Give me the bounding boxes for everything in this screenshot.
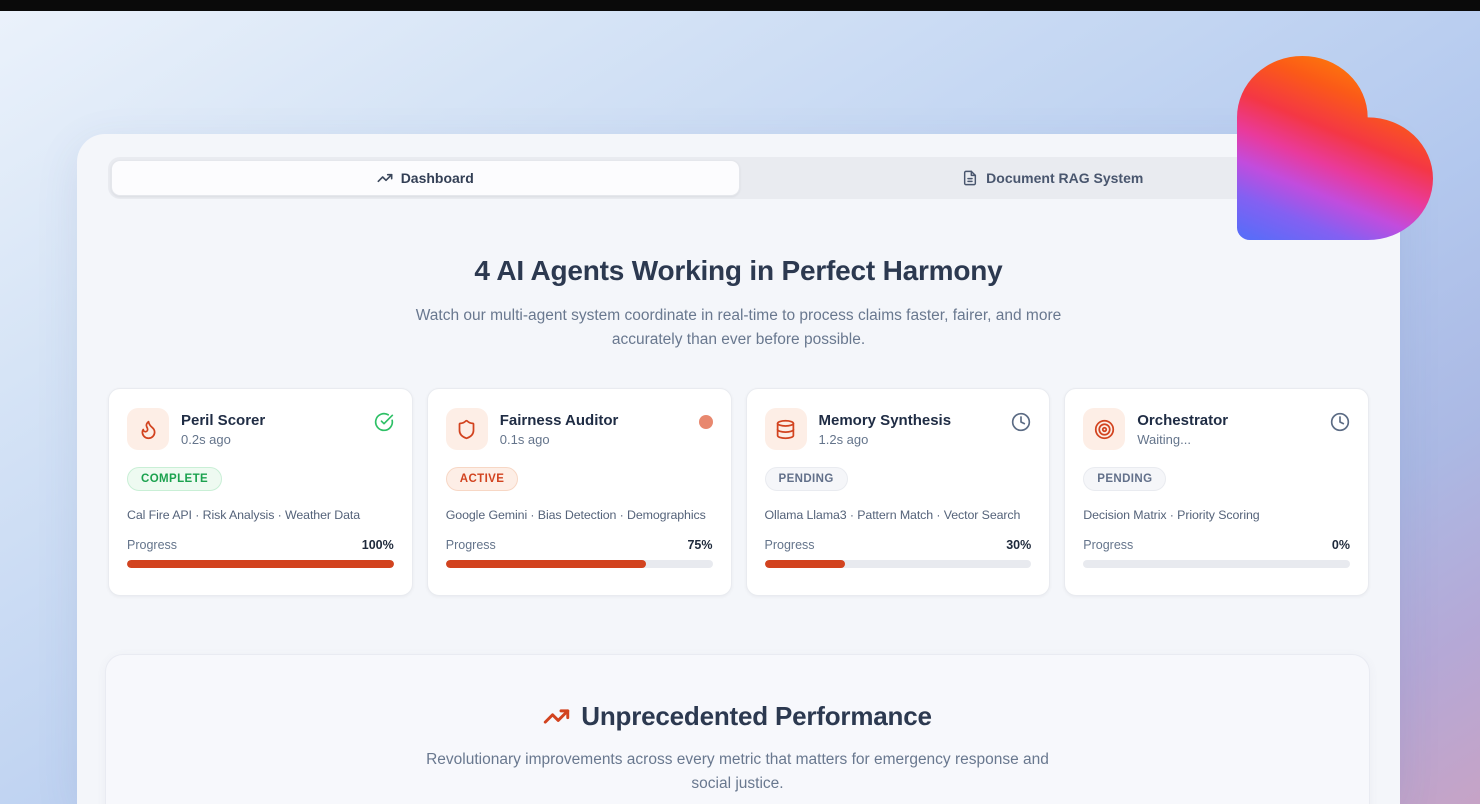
heart-logo (1237, 56, 1433, 240)
progress-value: 0% (1331, 537, 1350, 552)
progress-fill (764, 559, 845, 568)
agent-services: Ollama Llama3 · Pattern Match · Vector S… (764, 508, 1021, 523)
clock-icon (1330, 412, 1350, 432)
agent-name: Peril Scorer (181, 411, 266, 429)
agent-titles: Orchestrator Waiting... (1137, 412, 1228, 447)
agent-status-slot (698, 412, 713, 432)
tab-label: Dashboard (400, 170, 474, 186)
progress-fill (127, 559, 394, 568)
agent-name: Orchestrator (1137, 411, 1229, 429)
status-badge: PENDING (1083, 467, 1167, 492)
top-accent-bar (0, 0, 1480, 11)
progress-fill (445, 559, 646, 568)
progress-value: 100% (361, 537, 394, 552)
progress-track (445, 559, 713, 568)
tab-label: Document RAG System (986, 170, 1144, 186)
performance-title-row: Unprecedented Performance (106, 701, 1369, 732)
status-badge: ACTIVE (445, 467, 519, 492)
status-badge: COMPLETE (127, 467, 223, 492)
clock-icon (1011, 412, 1031, 432)
target-icon (1094, 419, 1114, 439)
agent-services: Google Gemini · Bias Detection · Demogra… (445, 508, 706, 523)
performance-section: Unprecedented Performance Revolutionary … (105, 654, 1370, 804)
progress-value: 75% (687, 537, 713, 552)
agent-status-slot (1011, 412, 1031, 432)
agent-last-update: 0.1s ago (499, 431, 550, 447)
agent-grid: Peril Scorer 0.2s ago COMPLETE Cal Fire … (108, 388, 1369, 597)
trending-up-icon (544, 709, 570, 724)
agent-last-update: Waiting... (1137, 431, 1191, 447)
check-circle-icon (374, 412, 394, 432)
progress-row: Progress 30% (765, 538, 1032, 552)
shield-icon (458, 419, 475, 439)
agent-icon-box (445, 408, 488, 451)
hero-subtitle: Watch our multi-agent system coordinate … (415, 307, 1062, 349)
progress-track (127, 559, 394, 568)
agent-titles: Fairness Auditor 0.1s ago (500, 412, 619, 447)
agent-icon-box (127, 408, 169, 451)
agent-titles: Peril Scorer 0.2s ago (181, 412, 265, 447)
progress-label: Progress (1083, 537, 1134, 552)
agent-card: Fairness Auditor 0.1s ago ACTIVE Google … (426, 388, 732, 597)
progress-track (764, 559, 1032, 568)
agent-status-slot (1330, 412, 1350, 432)
database-icon (776, 419, 795, 439)
progress-row: Progress 0% (1083, 538, 1350, 552)
file-text-icon (964, 170, 977, 186)
agent-name: Memory Synthesis (818, 411, 952, 429)
agent-card-header: Orchestrator Waiting... (1083, 408, 1350, 451)
agent-last-update: 0.2s ago (181, 431, 231, 447)
agent-card: Peril Scorer 0.2s ago COMPLETE Cal Fire … (108, 388, 413, 597)
agent-card-header: Peril Scorer 0.2s ago (127, 408, 394, 451)
agent-icon-box (1083, 408, 1126, 451)
trending-up-icon (377, 173, 393, 183)
progress-label: Progress (127, 537, 178, 552)
agent-card-header: Memory Synthesis 1.2s ago (764, 408, 1032, 451)
progress-label: Progress (445, 537, 496, 552)
agent-card-header: Fairness Auditor 0.1s ago (445, 408, 713, 451)
tab-dashboard[interactable]: Dashboard (111, 160, 740, 196)
main-panel: Dashboard Document RAG System 4 AI Agent… (77, 134, 1400, 804)
agent-card: Orchestrator Waiting... PENDING Decision… (1064, 388, 1369, 597)
tab-document-rag[interactable]: Document RAG System (740, 160, 1367, 196)
pulse-dot-icon (698, 412, 713, 430)
agent-icon-box (764, 408, 807, 451)
progress-row: Progress 75% (446, 538, 713, 552)
progress-label: Progress (764, 537, 815, 552)
status-badge: PENDING (764, 467, 848, 492)
flame-icon (141, 420, 155, 439)
performance-title: Unprecedented Performance (581, 701, 932, 732)
progress-track (1083, 559, 1350, 568)
progress-value: 30% (1006, 537, 1032, 552)
agent-card: Memory Synthesis 1.2s ago PENDING Ollama… (745, 388, 1051, 597)
agent-services: Decision Matrix · Priority Scoring (1083, 508, 1260, 523)
tab-bar: Dashboard Document RAG System (108, 157, 1369, 199)
performance-subtitle: Revolutionary improvements across every … (426, 751, 1049, 793)
hero-title: 4 AI Agents Working in Perfect Harmony (474, 255, 1003, 286)
progress-row: Progress 100% (127, 538, 394, 552)
agent-name: Fairness Auditor (499, 411, 619, 429)
agent-status-slot (374, 412, 394, 432)
agent-services: Cal Fire API · Risk Analysis · Weather D… (127, 508, 361, 523)
agent-last-update: 1.2s ago (818, 431, 869, 447)
agent-titles: Memory Synthesis 1.2s ago (819, 412, 952, 447)
